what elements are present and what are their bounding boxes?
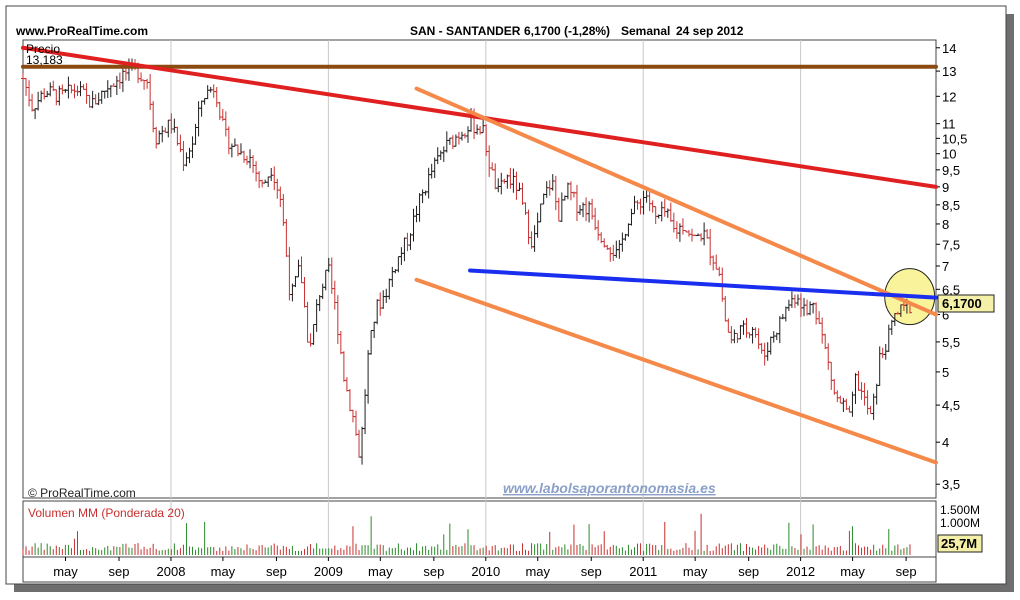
watermark-label: www.labolsaporantonomasia.es: [503, 480, 716, 496]
y-tick-label: 9: [942, 180, 949, 195]
volume-last-value: 25,7M: [941, 536, 977, 551]
y-tick-label: 14: [942, 41, 956, 56]
trendline-support_line: [468, 268, 938, 300]
last-price-box: 6,1700: [937, 294, 995, 313]
x-tick-label: may: [683, 564, 708, 579]
reference-price-label: 13,183: [26, 53, 63, 67]
y-tick-label: 8: [942, 217, 949, 232]
copyright-label: © ProRealTime.com: [28, 486, 136, 500]
trendline-channel_lower: [414, 277, 938, 465]
y-tick-label: 8,5: [942, 198, 960, 213]
x-tick-label: 2010: [471, 564, 500, 579]
x-tick-label: may: [211, 564, 236, 579]
trendline-channel_upper: [414, 86, 938, 317]
x-tick-label: sep: [896, 564, 917, 579]
header-bar: www.ProRealTime.com SAN - SANTANDER 6,17…: [15, 24, 744, 38]
x-tick-label: 2012: [786, 564, 815, 579]
x-tick-label: may: [368, 564, 393, 579]
date-label: 24 sep 2012: [676, 24, 744, 38]
x-tick-label: may: [525, 564, 550, 579]
x-tick-label: 2011: [629, 564, 657, 579]
volume-tick-1500: 1.500M: [940, 503, 980, 517]
y-tick-label: 10,5: [942, 131, 967, 146]
x-tick-label: sep: [266, 564, 287, 579]
x-tick-label: sep: [423, 564, 444, 579]
y-tick-label: 10: [942, 147, 956, 162]
site-label: www.ProRealTime.com: [15, 24, 148, 38]
y-tick-label: 12: [942, 89, 956, 104]
volume-panel: [22, 500, 937, 558]
x-tick-label: may: [840, 564, 865, 579]
ticker-label: SAN - SANTANDER: [410, 24, 521, 38]
last-price-value: 6,1700: [942, 296, 982, 311]
price-label: Precio: [26, 42, 60, 56]
y-tick-label: 5,5: [942, 335, 960, 350]
y-tick-label: 7: [942, 259, 949, 274]
x-tick-label: sep: [109, 564, 130, 579]
volume-title: Volumen MM (Ponderada 20): [28, 506, 185, 520]
x-tick-label: 2009: [314, 564, 343, 579]
y-tick-label: 4,5: [942, 398, 960, 413]
y-tick-label: 13: [942, 64, 956, 79]
x-tick-label: 2008: [157, 564, 186, 579]
x-axis-panel: [22, 556, 937, 583]
x-tick-label: sep: [581, 564, 602, 579]
period-label: Semanal: [621, 24, 670, 38]
y-tick-label: 7,5: [942, 237, 960, 252]
y-tick-label: 9,5: [942, 163, 960, 178]
volume-last-box: 25,7M: [937, 534, 983, 553]
y-tick-label: 4: [942, 435, 949, 450]
x-tick-label: sep: [738, 564, 759, 579]
y-tick-label: 6: [942, 308, 949, 323]
y-tick-label: 5: [942, 365, 949, 380]
y-tick-label: 11: [942, 117, 956, 132]
y-tick-label: 6,5: [942, 282, 960, 297]
x-tick-label: may: [53, 564, 78, 579]
price-change-label: 6,1700 (-1,28%): [524, 24, 610, 38]
volume-tick-1000: 1.000M: [940, 516, 980, 530]
price-panel: [22, 39, 937, 499]
y-tick-label: 3,5: [942, 477, 960, 492]
